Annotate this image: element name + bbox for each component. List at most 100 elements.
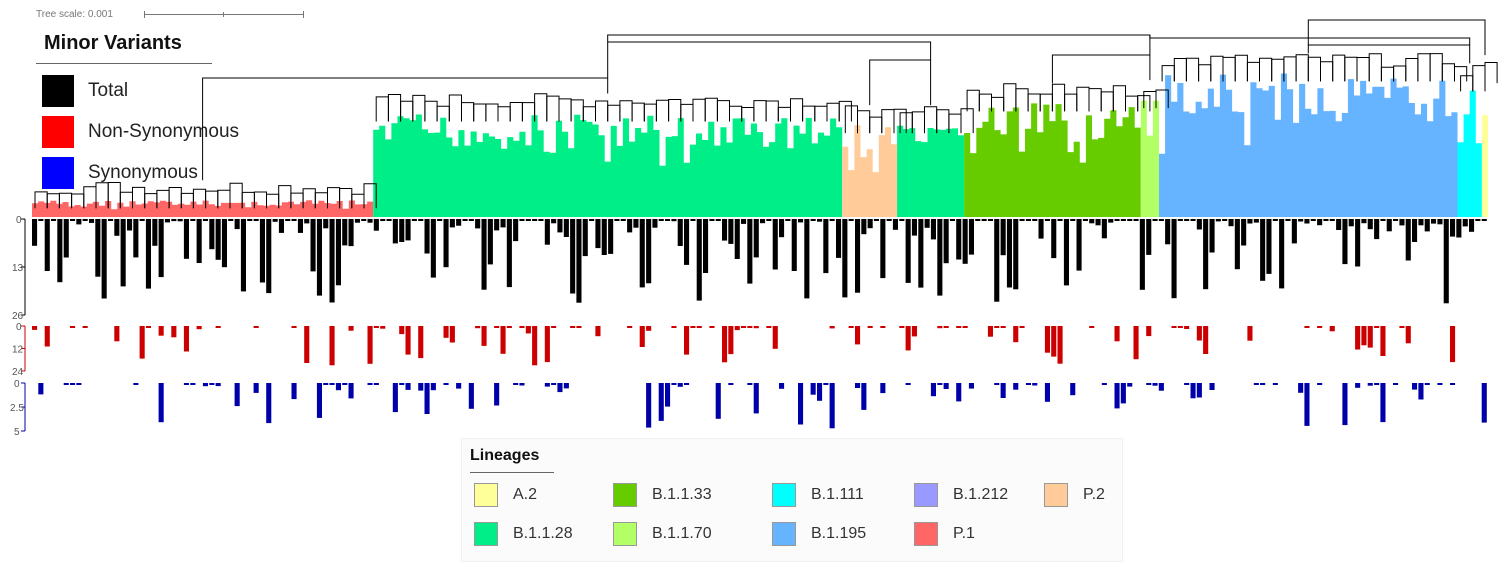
track-bar-total <box>703 219 709 273</box>
track-bar-total <box>798 219 804 223</box>
track-bar-total <box>1348 219 1354 227</box>
track-tick-label: 2.5 <box>10 403 24 414</box>
track-bar-total <box>848 219 854 221</box>
lineage-swatch-b1128 <box>474 522 498 546</box>
track-bar-total <box>1380 219 1386 221</box>
track-bar-non-synonymous <box>855 326 861 345</box>
tree-backbone-branch <box>202 77 609 181</box>
legend-label-non-synonymous: Non-Synonymous <box>88 121 240 142</box>
track-bar-total <box>576 219 582 303</box>
track-bar-total <box>1355 219 1361 267</box>
track-bar-total <box>1456 219 1462 238</box>
track-bar-total <box>1006 219 1012 288</box>
track-bar-synonymous <box>291 383 297 400</box>
track-bar-total <box>240 219 246 292</box>
tree-branch <box>1454 66 1468 82</box>
lineage-item-b1195: B.1.195 <box>772 521 866 547</box>
track-bar-synonymous <box>1304 383 1310 426</box>
track-bar-synonymous <box>1342 383 1348 426</box>
clade-fill-b-1-1-28 <box>373 114 843 217</box>
track-bar-total <box>57 219 63 283</box>
track-bar-synonymous <box>684 383 690 385</box>
track-bar-non-synonymous <box>253 326 259 328</box>
track-bar-synonymous <box>373 383 379 385</box>
track-bar-total <box>424 219 430 254</box>
track-bar-non-synonymous <box>475 326 481 329</box>
track-bar-total <box>437 219 443 221</box>
track-bar-non-synonymous <box>1374 326 1380 328</box>
track-bar-total <box>956 219 962 260</box>
track-bar-non-synonymous <box>1000 326 1006 328</box>
track-bar-total <box>190 219 196 221</box>
tree-scale-label: Tree scale: 0.001 <box>36 9 113 20</box>
track-bar-total <box>722 219 728 241</box>
track-bar-total <box>1209 219 1215 253</box>
tree-branch <box>966 89 980 112</box>
track-bar-total <box>836 219 842 258</box>
track-bar-synonymous <box>1070 383 1076 396</box>
track-bar-total <box>1082 219 1088 221</box>
track-bar-synonymous <box>424 383 430 414</box>
track-bar-total <box>297 219 303 233</box>
track-bar-total <box>937 219 943 296</box>
track-bar-synonymous <box>1190 383 1196 399</box>
track-bar-synonymous <box>665 383 671 407</box>
clade-fill-b-1-1-28 <box>897 125 965 217</box>
track-bar-total <box>1095 219 1101 226</box>
track-bar-non-synonymous <box>734 326 740 331</box>
track-bar-total <box>462 219 468 221</box>
track-bar-synonymous <box>367 383 373 385</box>
track-bar-total <box>164 219 170 223</box>
track-bar-synonymous <box>1146 383 1152 385</box>
lineage-item-p2: P.2 <box>1044 482 1105 508</box>
track-bar-non-synonymous <box>158 326 164 336</box>
track-bar-total <box>1146 219 1152 255</box>
tree-backbone-branch <box>607 41 932 78</box>
track-tick-label: 26 <box>12 311 24 322</box>
lineage-swatch-p1 <box>914 522 938 546</box>
track-bar-synonymous <box>329 383 335 385</box>
track-bar-total <box>310 219 316 272</box>
track-bar-total <box>696 219 702 301</box>
tree-branch <box>363 183 377 209</box>
track-bar-non-synonymous <box>399 326 405 335</box>
track-bar-total <box>481 219 487 290</box>
track-bar-total <box>892 219 898 230</box>
track-bar-total <box>70 219 76 221</box>
lineage-swatch-b1133 <box>613 483 637 507</box>
track-bar-non-synonymous <box>576 326 582 328</box>
track-bar-synonymous <box>1196 383 1202 398</box>
track-bar-total <box>1298 219 1304 222</box>
track-bar-non-synonymous <box>449 326 455 343</box>
track-tick-label: 24 <box>12 367 24 378</box>
tree-branch <box>1332 54 1346 82</box>
track-bar-total <box>867 219 873 229</box>
track-bar-non-synonymous <box>373 326 379 328</box>
track-bar-total <box>1342 219 1348 265</box>
track-bar-synonymous <box>158 383 164 423</box>
tree-branches <box>34 19 1498 209</box>
track-bar-total <box>791 219 797 271</box>
track-bar-total <box>1032 219 1038 221</box>
track-bar-total <box>779 219 785 238</box>
tree-branch <box>1064 93 1078 112</box>
track-bar-total <box>1000 219 1006 256</box>
track-bar-total <box>1399 219 1405 226</box>
track-bar-total <box>342 219 348 246</box>
clade-fill-b-1-1-70 <box>1140 100 1159 217</box>
lineage-label-b1133: B.1.1.33 <box>652 486 712 503</box>
track-bar-synonymous <box>677 383 683 387</box>
track-bar-total <box>101 219 107 299</box>
track-bar-total <box>601 219 607 255</box>
tree-branch <box>473 103 487 122</box>
track-bar-non-synonymous <box>532 326 538 366</box>
track-bar-synonymous <box>1152 383 1158 386</box>
track-bar-total <box>158 219 164 278</box>
track-bar-synonymous <box>1317 383 1323 385</box>
track-bar-non-synonymous <box>215 326 221 328</box>
track-bar-total <box>880 219 886 279</box>
track-bar-total <box>817 219 823 222</box>
track-bar-non-synonymous <box>443 326 449 338</box>
track-bar-total <box>1450 219 1456 237</box>
track-bar-synonymous <box>563 383 569 389</box>
